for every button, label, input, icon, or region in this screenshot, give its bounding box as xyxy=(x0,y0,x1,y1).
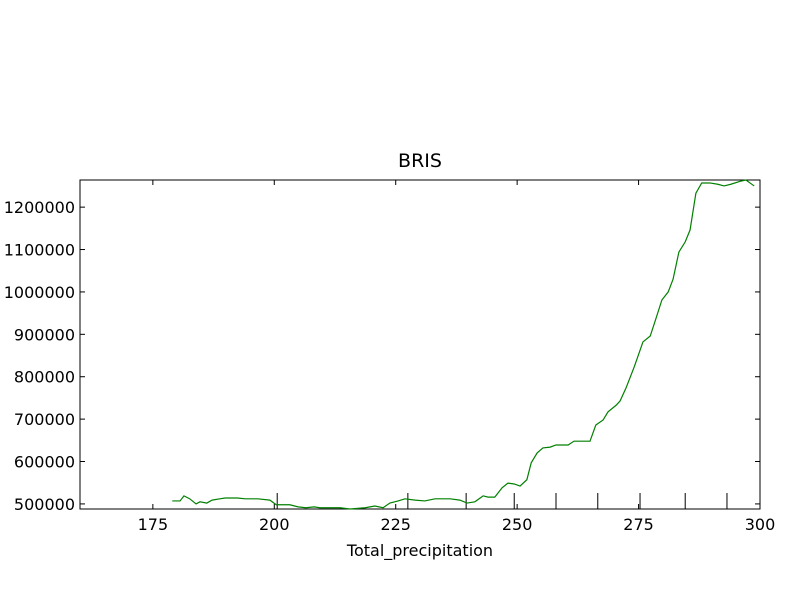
x-tick-label: 275 xyxy=(623,515,654,534)
x-tick-label: 250 xyxy=(502,515,533,534)
y-tick-label: 1200000 xyxy=(4,198,75,217)
x-tick-label: 300 xyxy=(745,515,776,534)
x-axis-label: Total_precipitation xyxy=(346,541,493,561)
x-tick-label: 175 xyxy=(138,515,169,534)
x-tick-label: 225 xyxy=(380,515,411,534)
y-tick-label: 1100000 xyxy=(4,241,75,260)
y-tick-label: 700000 xyxy=(14,410,75,429)
y-tick-label: 500000 xyxy=(14,495,75,514)
axes-frame xyxy=(79,179,761,510)
y-tick-label: 1000000 xyxy=(4,283,75,302)
y-tick-label: 600000 xyxy=(14,453,75,472)
chart-title: BRIS xyxy=(398,150,442,172)
y-tick-label: 900000 xyxy=(14,325,75,344)
data-line xyxy=(172,179,755,510)
x-tick-label: 200 xyxy=(259,515,290,534)
y-tick-label: 800000 xyxy=(14,368,75,387)
